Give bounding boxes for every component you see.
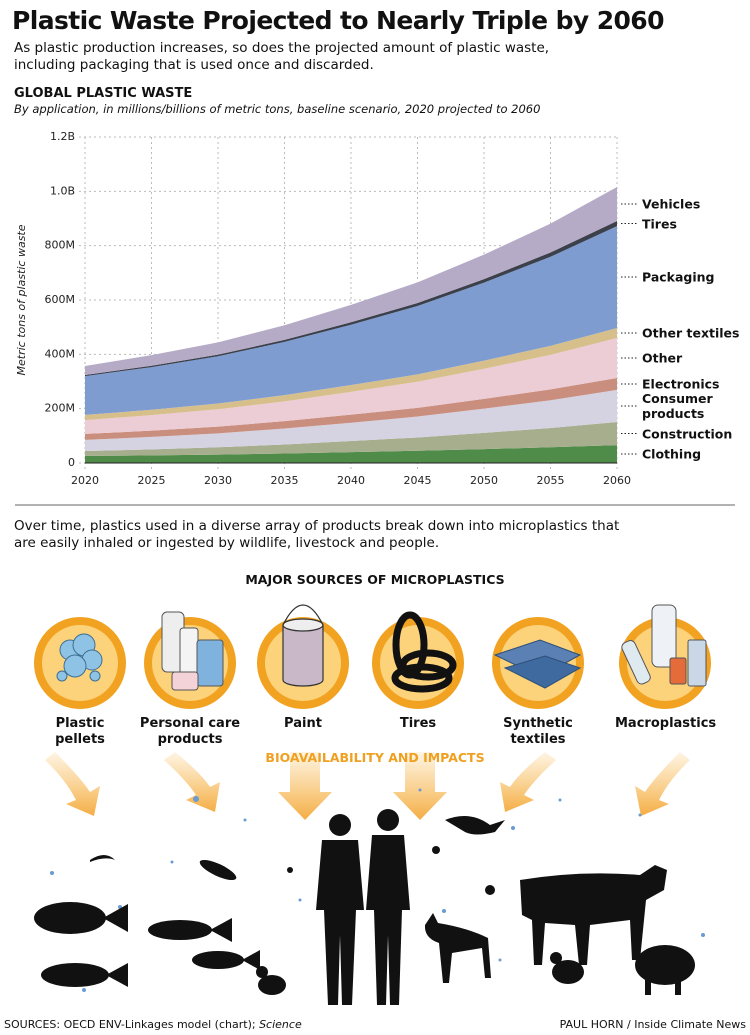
- y-tick-label: 800M: [45, 239, 76, 252]
- impacts-heading: BIOAVAILABILITY AND IMPACTS: [265, 750, 485, 765]
- legend-label: Consumer products: [642, 390, 713, 421]
- page-title: Plastic Waste Projected to Nearly Triple…: [12, 6, 664, 35]
- legend-label: Vehicles: [642, 196, 701, 212]
- page-subtitle: As plastic production increases, so does…: [14, 40, 550, 73]
- source-icons: [34, 604, 711, 709]
- y-tick-label: 1.0B: [50, 184, 75, 197]
- legend-label: Electronics: [642, 376, 720, 392]
- x-tick-label: 2040: [337, 474, 365, 487]
- area: [85, 389, 617, 452]
- x-tick-label: 2060: [603, 474, 631, 487]
- source-label: Personal care products: [139, 716, 241, 747]
- legend-label: Construction: [642, 426, 733, 442]
- legend-label: Clothing: [642, 446, 702, 462]
- x-tick-label: 2045: [404, 474, 432, 487]
- x-tick-label: 2055: [537, 474, 565, 487]
- y-tick-label: 1.2B: [50, 130, 75, 143]
- x-tick-label: 2035: [271, 474, 299, 487]
- sources-italic: Science: [259, 1018, 302, 1031]
- y-tick-label: 600M: [45, 293, 76, 306]
- legend-label: Packaging: [642, 269, 715, 285]
- y-axis-label: Metric tons of plastic waste: [15, 224, 28, 375]
- source-label: Paint: [284, 716, 322, 731]
- chart-title: GLOBAL PLASTIC WASTE: [14, 86, 193, 101]
- footer-sources: SOURCES: OECD ENV-Linkages model (chart)…: [4, 1018, 302, 1031]
- legend-label: Other: [642, 350, 683, 366]
- area: [85, 377, 617, 440]
- arrows: [45, 752, 690, 820]
- y-tick-label: 400M: [45, 347, 76, 360]
- legend-label: Tires: [642, 216, 677, 232]
- legend-label: Other textiles: [642, 325, 740, 341]
- area: [85, 338, 617, 434]
- source-label: Macroplastics: [615, 716, 717, 731]
- x-tick-label: 2050: [470, 474, 498, 487]
- area: [85, 327, 617, 421]
- y-tick-label: 0: [68, 456, 75, 469]
- chart-subtitle: By application, in millions/billions of …: [14, 102, 541, 116]
- area: [85, 445, 617, 463]
- source-label: Plastic pellets: [55, 716, 105, 747]
- area: [85, 421, 617, 456]
- x-tick-label: 2025: [138, 474, 166, 487]
- sources-heading: MAJOR SOURCES OF MICROPLASTICS: [245, 572, 505, 587]
- area: [85, 226, 617, 415]
- chart: Metric tons of plastic waste 0 200M 400M 600…: [15, 130, 638, 487]
- sources-text: SOURCES: OECD ENV-Linkages model (chart)…: [4, 1018, 260, 1031]
- silhouettes: [34, 809, 695, 1005]
- y-tick-label: 200M: [45, 402, 76, 415]
- x-tick-label: 2020: [71, 474, 99, 487]
- intro-text: Over time, plastics used in a diverse ar…: [14, 518, 620, 551]
- source-label: Tires: [399, 716, 437, 731]
- footer-credit: PAUL HORN / Inside Climate News: [559, 1018, 746, 1031]
- x-tick-label: 2030: [204, 474, 232, 487]
- source-label: Synthetic textiles: [503, 716, 573, 747]
